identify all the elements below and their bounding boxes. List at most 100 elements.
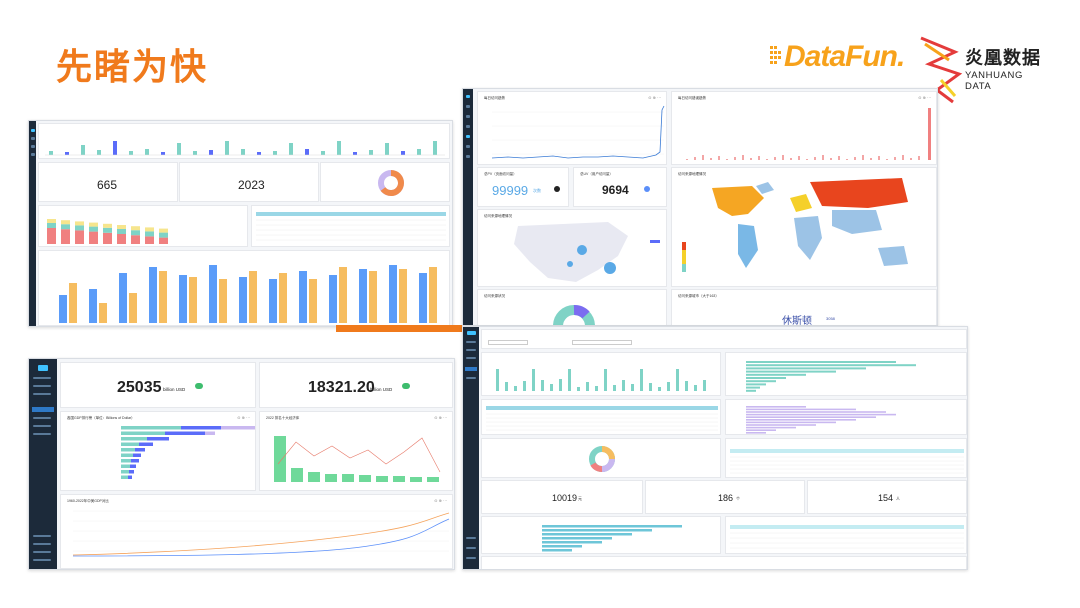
chart-bar [401, 151, 405, 155]
nav-icon[interactable] [30, 129, 35, 132]
nav-icon[interactable] [466, 95, 470, 98]
chart-bar [131, 230, 140, 236]
nav-item[interactable] [33, 535, 51, 537]
panel-tools-icon[interactable]: ⊙ ⊕ ⋯ [237, 415, 250, 420]
sidebar [463, 89, 473, 325]
nav-item[interactable] [466, 341, 476, 343]
chart-bar [359, 475, 371, 482]
nav-item[interactable] [33, 543, 51, 545]
chart-bar [774, 157, 776, 160]
filter-select[interactable] [572, 340, 632, 345]
chart-bar [676, 369, 679, 391]
nav-item[interactable] [33, 385, 51, 387]
panel-title: 各国GDP排行榜（单位：Billions of Dollar） [67, 416, 135, 420]
nav-icon[interactable] [466, 115, 470, 118]
datafun-logo: DataFun. [768, 38, 908, 78]
nav-item[interactable] [466, 357, 476, 359]
chart-bar [766, 159, 768, 160]
chart-bar [854, 157, 856, 160]
chart-bar [339, 267, 347, 323]
panel-tools-icon[interactable]: ⊙ ⊕ ⋯ [648, 95, 661, 100]
chart-bar [149, 267, 157, 323]
chart-bar [746, 411, 886, 413]
kpi-unit: 人 [896, 496, 900, 501]
chart-bar [631, 384, 634, 391]
chart-bar [61, 224, 70, 230]
nav-item[interactable] [466, 537, 476, 539]
nav-item[interactable] [33, 551, 51, 553]
chart-bar [514, 386, 517, 391]
chart-bar [782, 155, 784, 160]
chart-bar [117, 229, 126, 234]
chart-bar [542, 537, 612, 540]
nav-icon[interactable] [30, 153, 35, 156]
nav-item[interactable] [33, 393, 51, 395]
nav-item[interactable] [33, 377, 51, 379]
sidebar [463, 327, 479, 569]
kpi-unit: billion USD [370, 387, 393, 392]
nav-item[interactable] [466, 557, 476, 559]
nav-item[interactable] [33, 417, 51, 419]
chart-bar [209, 150, 213, 155]
chart-bar [746, 408, 856, 411]
panel-tools-icon[interactable]: ⊙ ⊕ ⋯ [918, 95, 931, 100]
chart-bar [694, 157, 696, 160]
chart-bar [75, 225, 84, 231]
kpi-unit: 个 [736, 496, 740, 501]
uv-value: 9694 [602, 183, 629, 197]
chart-bar [541, 380, 544, 391]
panel-tools-icon[interactable]: ⊙ ⊕ ⋯ [434, 498, 447, 503]
chart-bar [746, 380, 776, 383]
panel-gdp-col: 2022 排名十大经济体 ⊙ ⊕ ⋯ [259, 411, 453, 491]
chart-bar [542, 529, 652, 532]
panel-title: 访问来源地理情况 [484, 214, 512, 218]
horizontal-bar-chart [121, 426, 255, 479]
chart-bar [758, 156, 760, 160]
nav-icon[interactable] [466, 155, 470, 158]
chart-bar [89, 226, 98, 232]
info-icon[interactable] [554, 186, 560, 192]
nav-icon[interactable] [466, 125, 470, 128]
stacked-bar-chart [47, 219, 168, 244]
nav-item[interactable] [33, 559, 51, 561]
chart-bar [129, 151, 133, 155]
nav-item[interactable] [466, 349, 476, 351]
panel-title: 访问来源城市（大于163） [678, 294, 719, 298]
trend-badge [195, 383, 203, 389]
screenshot-dashboard-2: 每日访问趋势 ⊙ ⊕ ⋯ 每日访问错误趋势 ⊙ ⊕ ⋯ 总PV（页面访问量） 9… [462, 88, 938, 326]
chart-bar [75, 221, 84, 226]
panel-tools-icon[interactable]: ⊙ ⊕ ⋯ [434, 415, 447, 420]
nav-icon[interactable] [30, 137, 35, 140]
panel-hbar-purple [725, 399, 967, 435]
chart-bar [746, 432, 766, 434]
chart-bar [103, 232, 112, 244]
nav-item[interactable] [466, 547, 476, 549]
info-icon[interactable] [644, 186, 650, 192]
chart-bar [145, 236, 154, 244]
chart-bar [595, 386, 598, 391]
nav-item[interactable] [33, 425, 51, 427]
chart-bar [417, 149, 421, 155]
filter-select[interactable] [488, 340, 528, 345]
nav-item-active[interactable] [465, 367, 477, 371]
panel-kpi-gdp-1: 25035 billion USD [60, 362, 256, 408]
nav-item-active[interactable] [32, 407, 54, 412]
sidebar [29, 359, 57, 569]
nav-item[interactable] [33, 433, 51, 435]
chart-bar [622, 380, 625, 391]
chart-bar [291, 468, 303, 482]
chart-bar [65, 152, 69, 155]
data-table [730, 525, 964, 549]
nav-icon[interactable] [30, 145, 35, 148]
donut-chart [589, 446, 615, 472]
chart-bar [385, 143, 389, 155]
chart-bar [746, 424, 816, 426]
nav-icon[interactable] [466, 105, 470, 108]
chart-bar [870, 158, 872, 160]
panel-map-china: 访问来源地理情况 [477, 209, 667, 287]
donut-device [553, 305, 595, 325]
nav-item[interactable] [466, 377, 476, 379]
nav-icon[interactable] [466, 135, 470, 138]
panel-table-2 [725, 438, 967, 478]
nav-icon[interactable] [466, 145, 470, 148]
